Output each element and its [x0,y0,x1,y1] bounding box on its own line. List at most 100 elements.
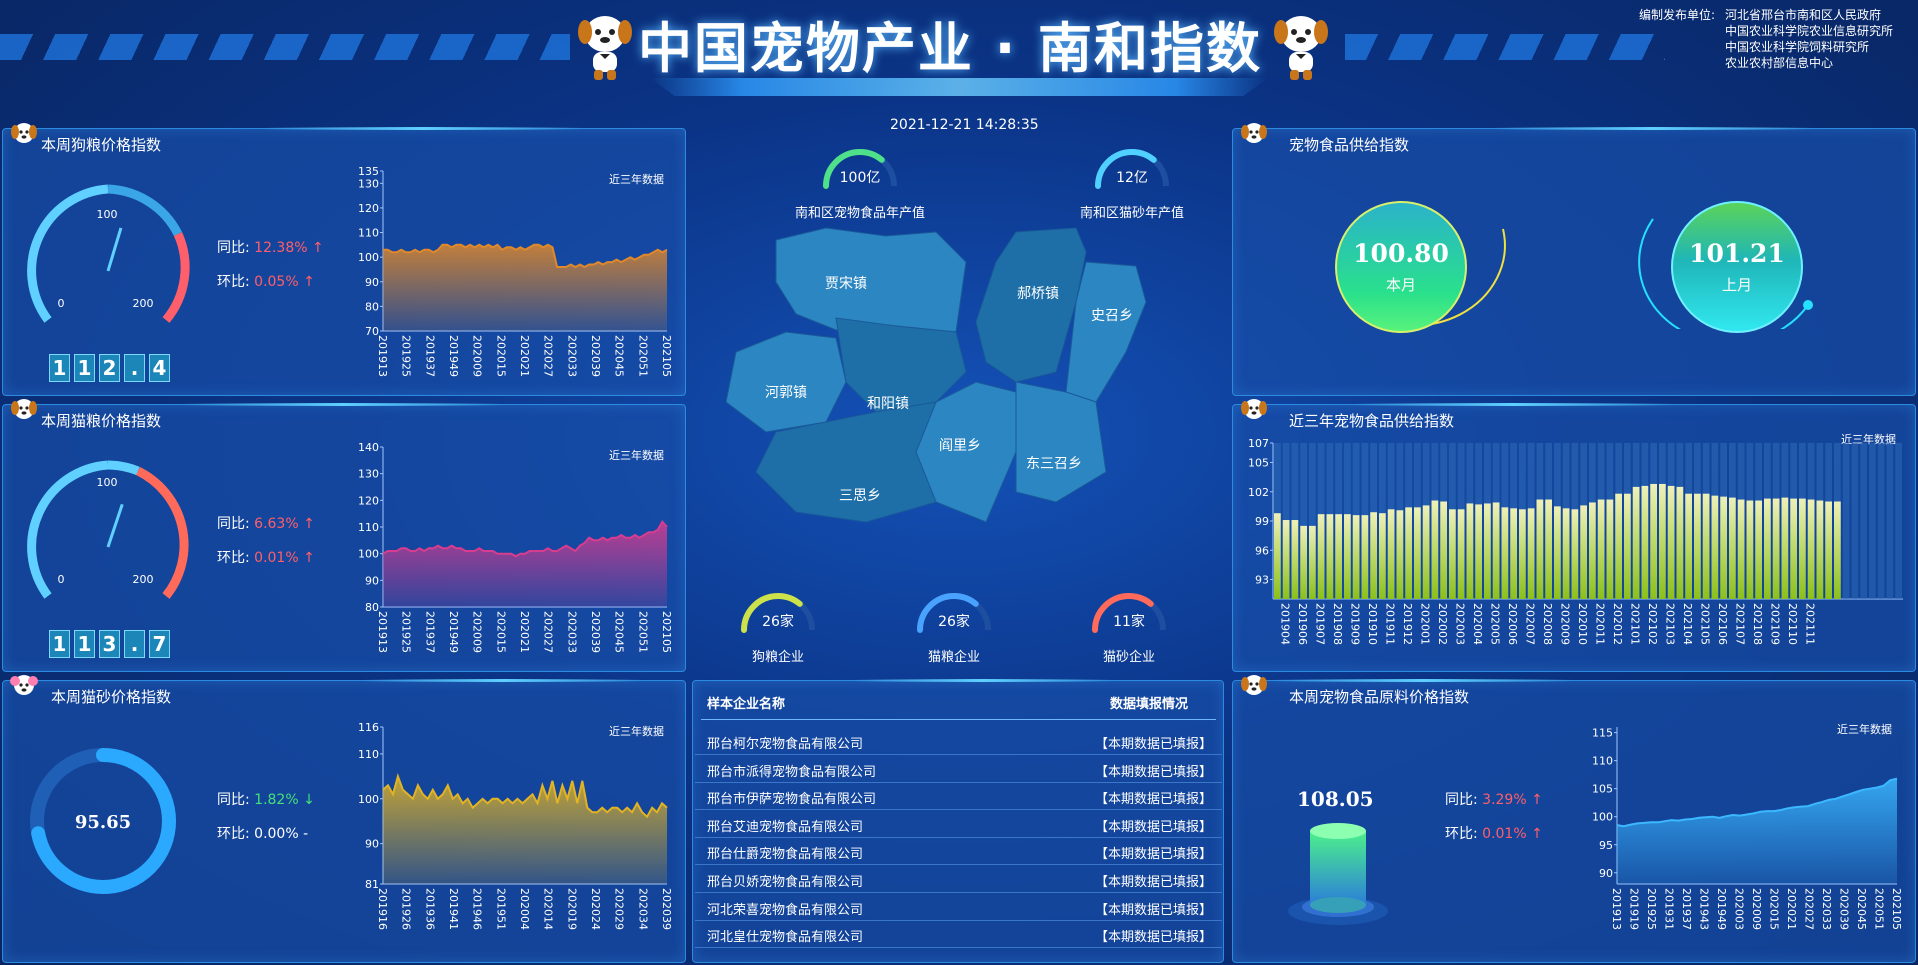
bar[interactable] [1676,486,1684,599]
x-tick-label: 201925 [400,335,413,377]
bar[interactable] [1361,515,1369,599]
bar[interactable] [1352,515,1360,599]
bar[interactable] [1799,498,1806,599]
bar[interactable] [1370,512,1377,599]
digit: . [124,630,145,658]
digit: 1 [74,354,95,382]
bar[interactable] [1772,498,1780,599]
bar[interactable] [1519,509,1526,599]
series-line[interactable] [1616,777,1898,828]
bar[interactable] [1729,497,1736,599]
bar[interactable] [1562,508,1570,599]
table-row[interactable]: 河北皇仕宠物食品有限公司 【本期数据已填报】 [695,921,1222,949]
bar[interactable] [1702,493,1710,599]
bar[interactable] [1790,498,1797,599]
bar[interactable] [1396,510,1404,599]
bar[interactable] [1746,500,1754,599]
bar[interactable] [1597,499,1605,599]
bar[interactable] [1667,485,1675,599]
map-region[interactable] [835,317,967,413]
header-stripes-left [0,34,570,60]
bar[interactable] [1344,514,1351,599]
bar[interactable] [1816,500,1824,599]
y-tick-label: 100 [358,251,379,264]
bar[interactable] [1694,493,1701,599]
bar[interactable] [1501,507,1509,599]
table-row[interactable]: 邢台市派得宠物食品有限公司 【本期数据已填报】 [695,756,1222,783]
yoy-arrow-icon: ↑ [312,240,324,256]
bar[interactable] [1405,507,1412,599]
bar[interactable] [1527,508,1535,599]
y-tick-label: 90 [365,574,379,587]
bar[interactable] [1685,493,1692,599]
raw-yoy: 同比: 3.29% ↑ [1445,789,1543,809]
series-line[interactable] [383,243,668,269]
series-line[interactable] [382,519,668,558]
bar[interactable] [1536,499,1544,599]
bar[interactable] [1641,485,1649,599]
bar[interactable] [1606,499,1614,599]
bar[interactable] [1440,501,1447,600]
report-status: 【本期数据已填报】 [1094,875,1212,890]
table-row[interactable]: 邢台艾迪宠物食品有限公司 【本期数据已填报】 [695,811,1222,838]
bar[interactable] [1720,496,1727,599]
table-row[interactable]: 邢台贝娇宠物食品有限公司 【本期数据已填报】 [695,866,1222,893]
bar[interactable] [1492,502,1500,599]
bar[interactable] [1309,525,1316,599]
bar[interactable] [1379,513,1386,599]
bar[interactable] [1484,503,1491,599]
bar[interactable] [1387,509,1395,599]
bar[interactable] [1457,509,1465,599]
bar[interactable] [1449,509,1456,599]
bar[interactable] [1317,514,1325,599]
bar[interactable] [1807,499,1815,599]
bar[interactable] [1834,501,1841,600]
bar[interactable] [1781,497,1789,599]
bar[interactable] [1615,493,1622,599]
table-row[interactable]: 河北荣喜宠物食品有限公司 【本期数据已填报】 [695,894,1222,921]
table-row[interactable]: 邢台市伊萨宠物食品有限公司 【本期数据已填报】 [695,783,1222,811]
mom-label: 环比: [1445,826,1478,842]
yoy-label: 同比: [217,240,250,256]
bar[interactable] [1466,503,1474,599]
bar[interactable] [1475,504,1482,599]
yoy-value: 12.38% [254,240,308,256]
table-row[interactable]: 邢台仕爵宠物食品有限公司 【本期数据已填报】 [695,838,1222,866]
map-region[interactable] [725,331,847,433]
bar[interactable] [1554,506,1561,599]
mascot-left-icon [578,16,632,80]
bar[interactable] [1335,514,1342,599]
bar[interactable] [1659,483,1666,599]
map-region[interactable] [975,227,1087,383]
bar[interactable] [1580,505,1587,599]
map-region[interactable] [1015,381,1107,503]
table-row[interactable]: 邢台柯尔宠物食品有限公司 【本期数据已填报】 [695,728,1222,755]
bar[interactable] [1545,499,1552,599]
bar[interactable] [1764,498,1771,599]
bar[interactable] [1510,508,1517,599]
x-tick-label: 202014 [542,888,555,930]
bar[interactable] [1589,502,1596,599]
bar[interactable] [1414,507,1421,599]
bar[interactable] [1300,525,1307,599]
bar[interactable] [1624,493,1631,599]
dog-gauge-min-label: 0 [58,297,65,310]
bar[interactable] [1291,520,1299,599]
bar[interactable] [1711,495,1719,599]
x-tick-label: 202010 [1576,603,1589,645]
map-region[interactable] [775,227,967,333]
bar[interactable] [1282,520,1290,599]
bar[interactable] [1422,505,1430,599]
map-region[interactable] [755,401,937,523]
bar[interactable] [1650,483,1657,599]
map-region[interactable] [1065,261,1147,403]
bar[interactable] [1755,500,1762,599]
bar[interactable] [1632,486,1640,599]
bar[interactable] [1737,499,1745,599]
bar[interactable] [1274,513,1281,599]
bar[interactable] [1326,514,1334,599]
series-line[interactable] [382,773,668,819]
bar[interactable] [1571,509,1579,599]
bar[interactable] [1431,500,1439,599]
bar[interactable] [1825,501,1832,600]
